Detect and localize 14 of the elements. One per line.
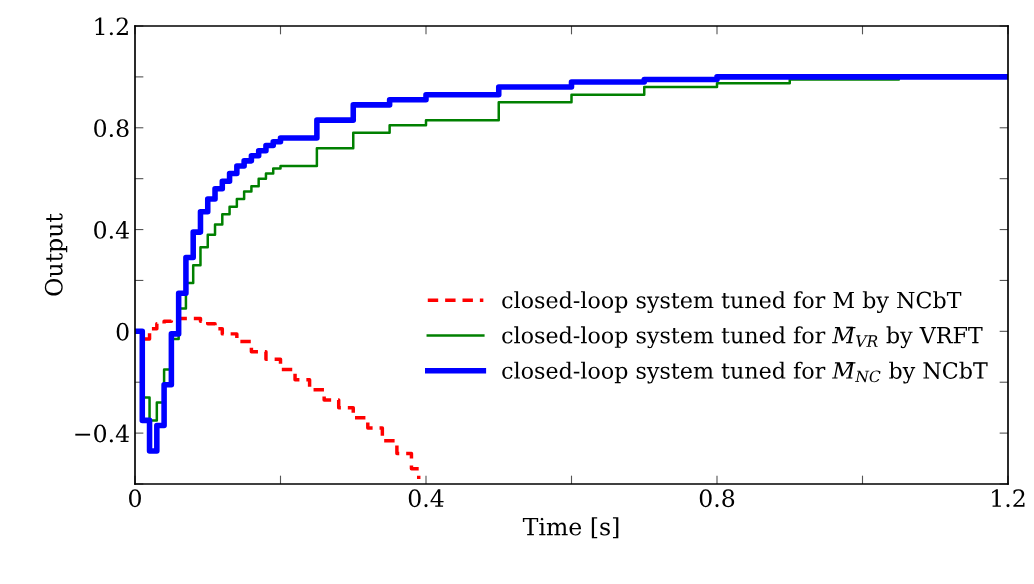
x-tick-label: 0.4 — [408, 489, 444, 508]
legend-label: closed-loop system tuned for M̄$_{VR}$ by VRFT — [502, 326, 983, 349]
legend-label: closed-loop system tuned for M by NCbT — [502, 291, 962, 314]
x-tick-label: 0.8 — [699, 489, 735, 508]
y-tick-label: −0.4 — [75, 424, 129, 443]
y-tick-label: 1.2 — [95, 17, 128, 36]
y-tick-label: 0 — [116, 322, 129, 341]
y-axis-title: Output — [44, 213, 68, 296]
x-tick-label: 1.2 — [992, 489, 1025, 508]
y-tick-label: 0.8 — [94, 119, 129, 138]
y-tick-label: 0.4 — [94, 221, 129, 239]
x-tick-label: 0 — [129, 489, 141, 508]
legend-label: closed-loop system tuned for M̄$_{NC}$ by NCbT — [502, 361, 988, 384]
x-axis-title: Time [s] — [522, 517, 619, 539]
